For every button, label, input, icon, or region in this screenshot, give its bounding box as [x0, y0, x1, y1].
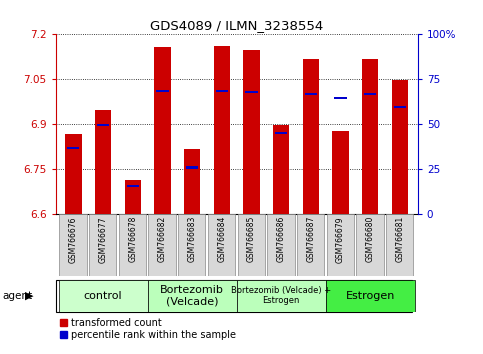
Bar	[297, 214, 324, 276]
Text: GSM766686: GSM766686	[277, 216, 286, 262]
Bar	[213, 46, 230, 214]
Bar	[273, 125, 289, 214]
Bar	[154, 47, 170, 214]
Text: GSM766678: GSM766678	[128, 216, 137, 262]
Text: GSM766682: GSM766682	[158, 216, 167, 262]
Bar	[119, 214, 146, 276]
Text: GSM766677: GSM766677	[99, 216, 108, 263]
Bar	[208, 214, 235, 276]
Bar	[89, 214, 116, 276]
Text: Bortezomib
(Velcade): Bortezomib (Velcade)	[160, 285, 224, 307]
Bar	[156, 90, 169, 92]
Bar	[267, 214, 295, 276]
Bar	[148, 214, 176, 276]
Title: GDS4089 / ILMN_3238554: GDS4089 / ILMN_3238554	[150, 19, 323, 33]
Bar	[65, 135, 82, 214]
Text: GSM766685: GSM766685	[247, 216, 256, 262]
Text: GSM766676: GSM766676	[69, 216, 78, 263]
Text: control: control	[84, 291, 122, 301]
Bar	[334, 97, 347, 99]
Text: Bortezomib (Velcade) +
Estrogen: Bortezomib (Velcade) + Estrogen	[231, 286, 331, 305]
Text: ▶: ▶	[25, 291, 34, 301]
Bar	[184, 149, 200, 214]
Bar	[356, 214, 384, 276]
Text: Estrogen: Estrogen	[346, 291, 395, 301]
Bar	[127, 184, 139, 187]
Bar	[125, 179, 141, 214]
Text: GSM766684: GSM766684	[217, 216, 227, 262]
Legend: transformed count, percentile rank within the sample: transformed count, percentile rank withi…	[60, 318, 236, 340]
Bar	[186, 166, 198, 169]
Text: agent: agent	[2, 291, 32, 301]
Bar	[394, 106, 406, 108]
Text: GSM766680: GSM766680	[366, 216, 375, 262]
Text: GSM766681: GSM766681	[396, 216, 404, 262]
Bar	[327, 214, 354, 276]
Bar	[67, 147, 80, 149]
Bar	[392, 80, 408, 214]
Bar	[237, 280, 326, 312]
Bar	[303, 59, 319, 214]
Bar	[332, 131, 349, 214]
Bar	[59, 214, 87, 276]
Bar	[178, 214, 205, 276]
Bar	[386, 214, 413, 276]
Bar	[216, 90, 228, 92]
Bar	[148, 280, 237, 312]
Bar	[95, 110, 111, 214]
Bar	[326, 280, 415, 312]
Text: GSM766683: GSM766683	[187, 216, 197, 262]
Bar	[97, 124, 109, 126]
Bar	[364, 93, 376, 95]
Text: GSM766679: GSM766679	[336, 216, 345, 263]
Bar	[305, 93, 317, 95]
Text: GSM766687: GSM766687	[306, 216, 315, 262]
Bar	[243, 50, 260, 214]
Bar	[275, 132, 287, 134]
Bar	[245, 91, 257, 93]
Bar	[58, 280, 148, 312]
Bar	[362, 59, 379, 214]
Bar	[238, 214, 265, 276]
